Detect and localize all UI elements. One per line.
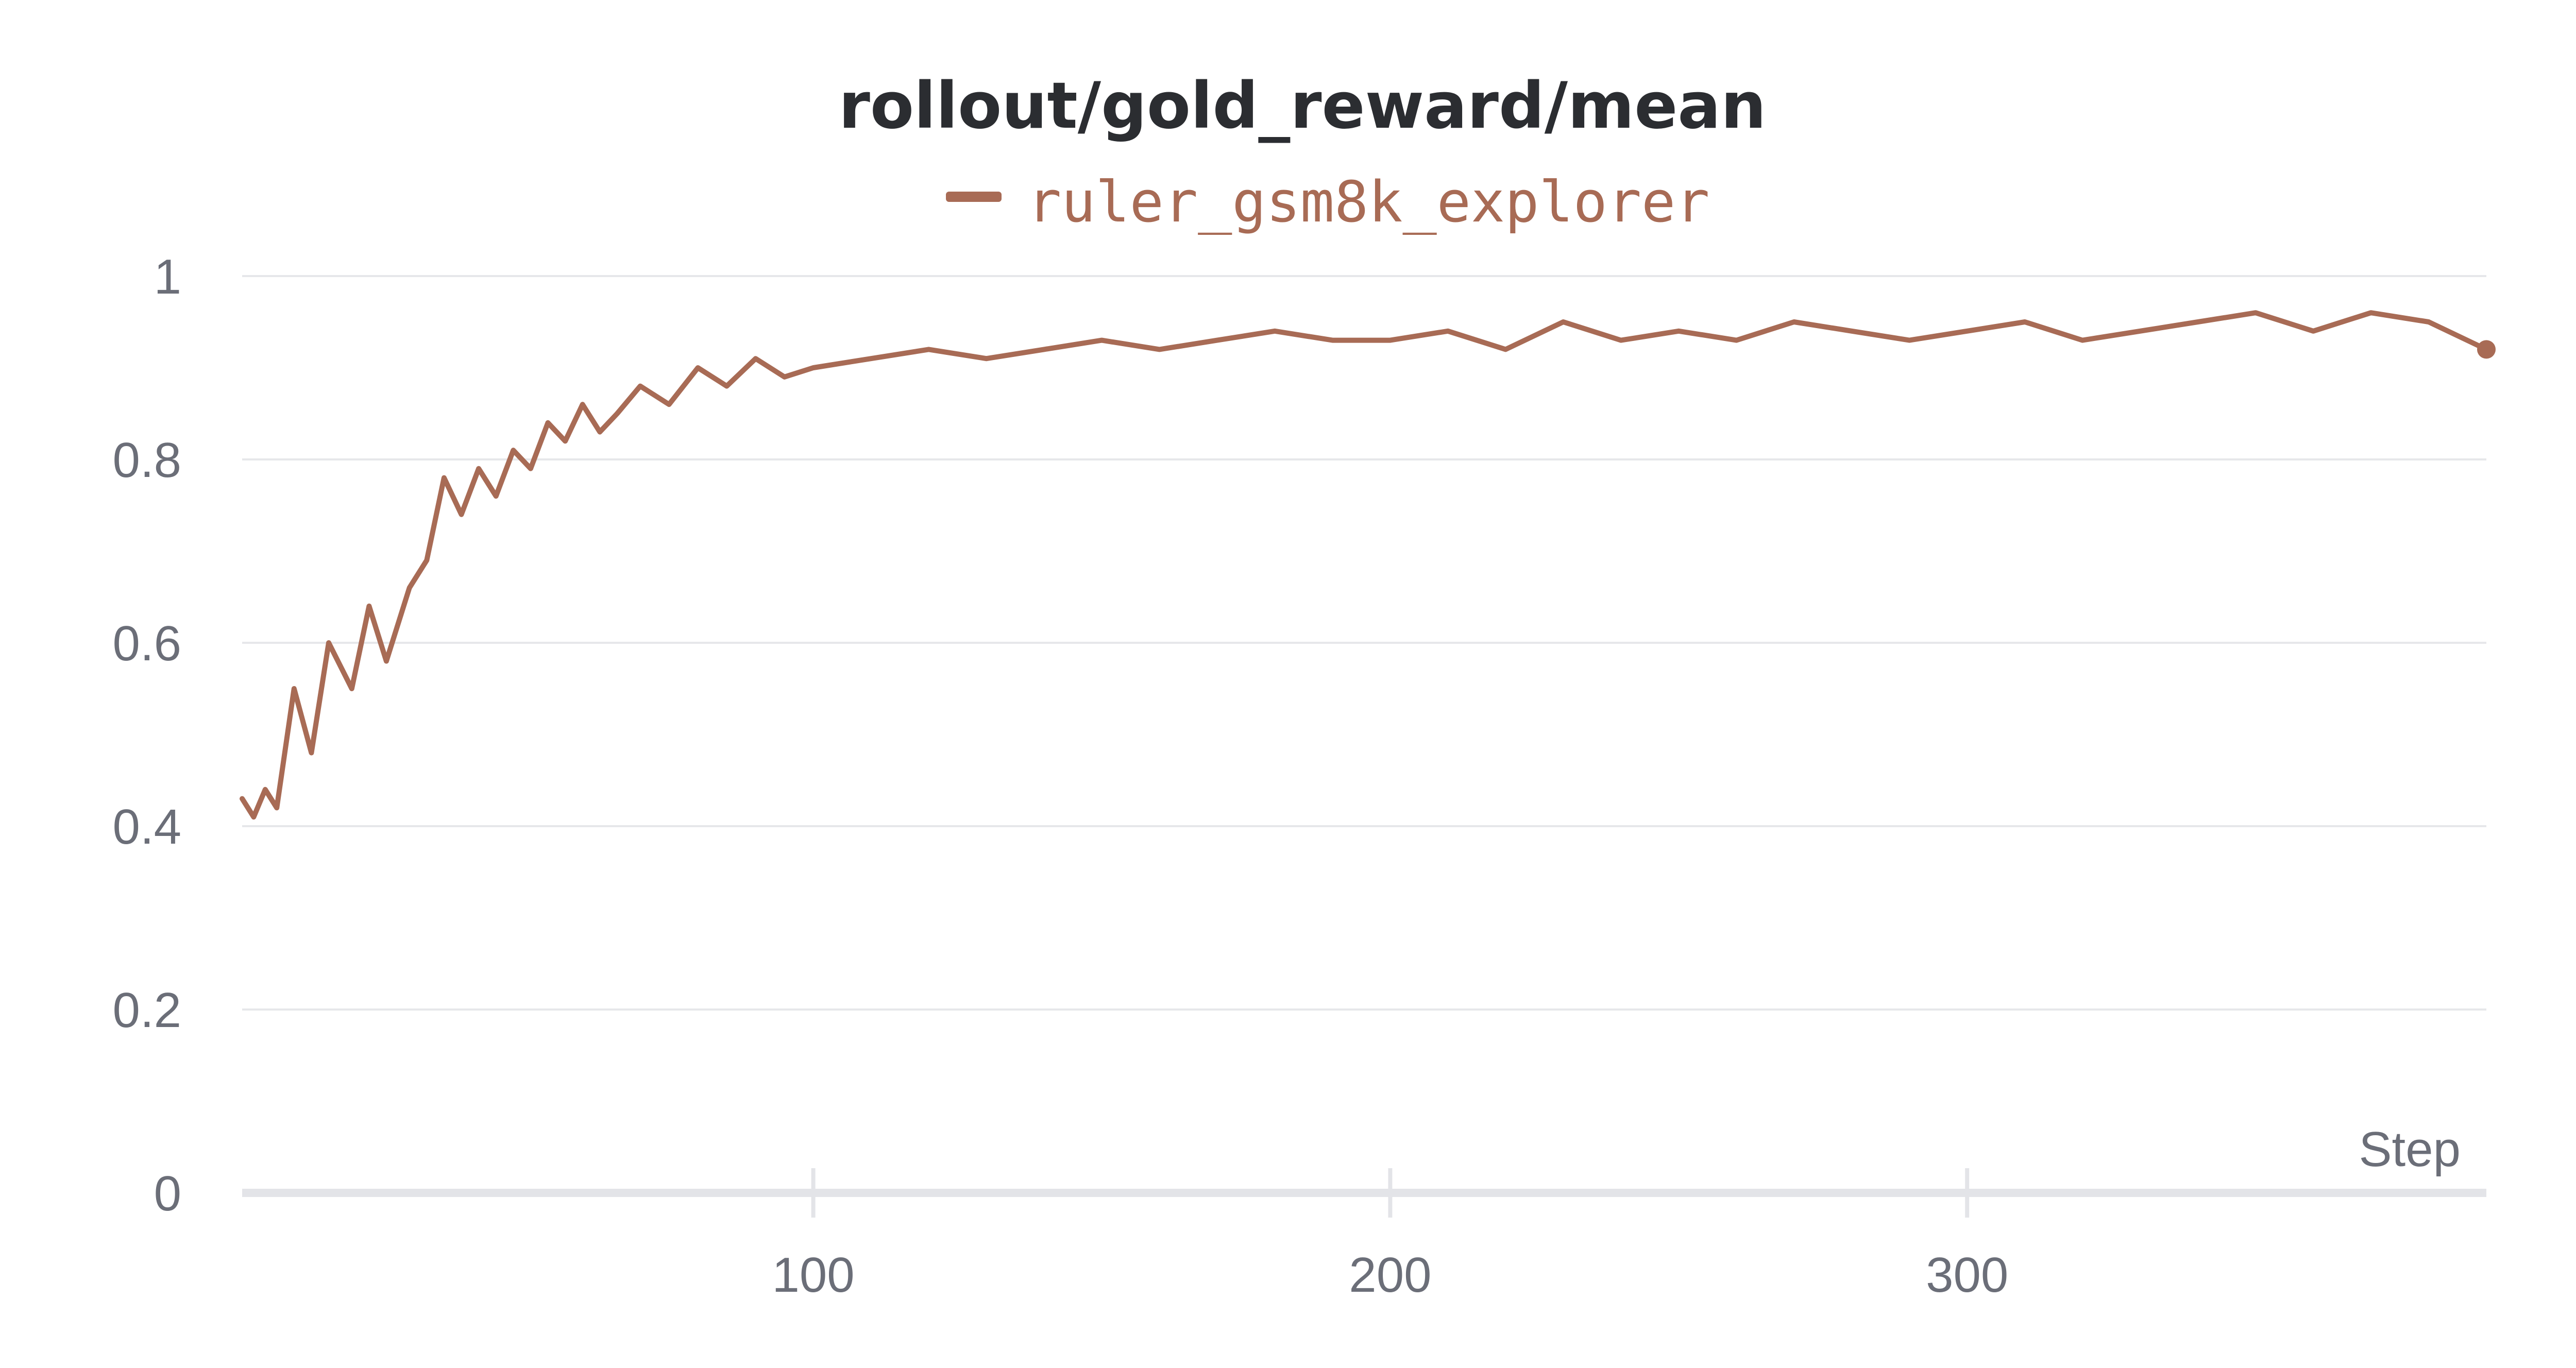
y-tick-label: 1 [154,249,181,304]
y-tick-label: 0.6 [113,616,181,671]
x-axis-label: Step [2359,1122,2461,1177]
y-gridlines [242,275,2486,1011]
y-tick-label: 0.2 [113,983,181,1038]
x-axis-ticks: 100 200 300 [772,1168,2008,1303]
x-tick-label: 200 [1349,1247,1431,1303]
series-line[interactable] [240,310,2489,820]
series-layer [240,310,2496,820]
y-axis-ticks: 0 0.2 0.4 0.6 0.8 1 [113,249,181,1221]
legend-label: ruler_gsm8k_explorer [1027,169,1710,235]
x-tick-label: 300 [1926,1247,2008,1303]
legend-swatch [946,192,1002,202]
legend[interactable]: ruler_gsm8k_explorer [946,169,1710,235]
chart-title: rollout/gold_reward/mean [839,69,1767,143]
y-tick-label: 0 [154,1166,181,1221]
x-tick-label: 100 [772,1247,855,1303]
series-end-point[interactable] [2477,340,2496,359]
y-tick-label: 0.4 [113,799,181,854]
y-tick-label: 0.8 [113,433,181,488]
